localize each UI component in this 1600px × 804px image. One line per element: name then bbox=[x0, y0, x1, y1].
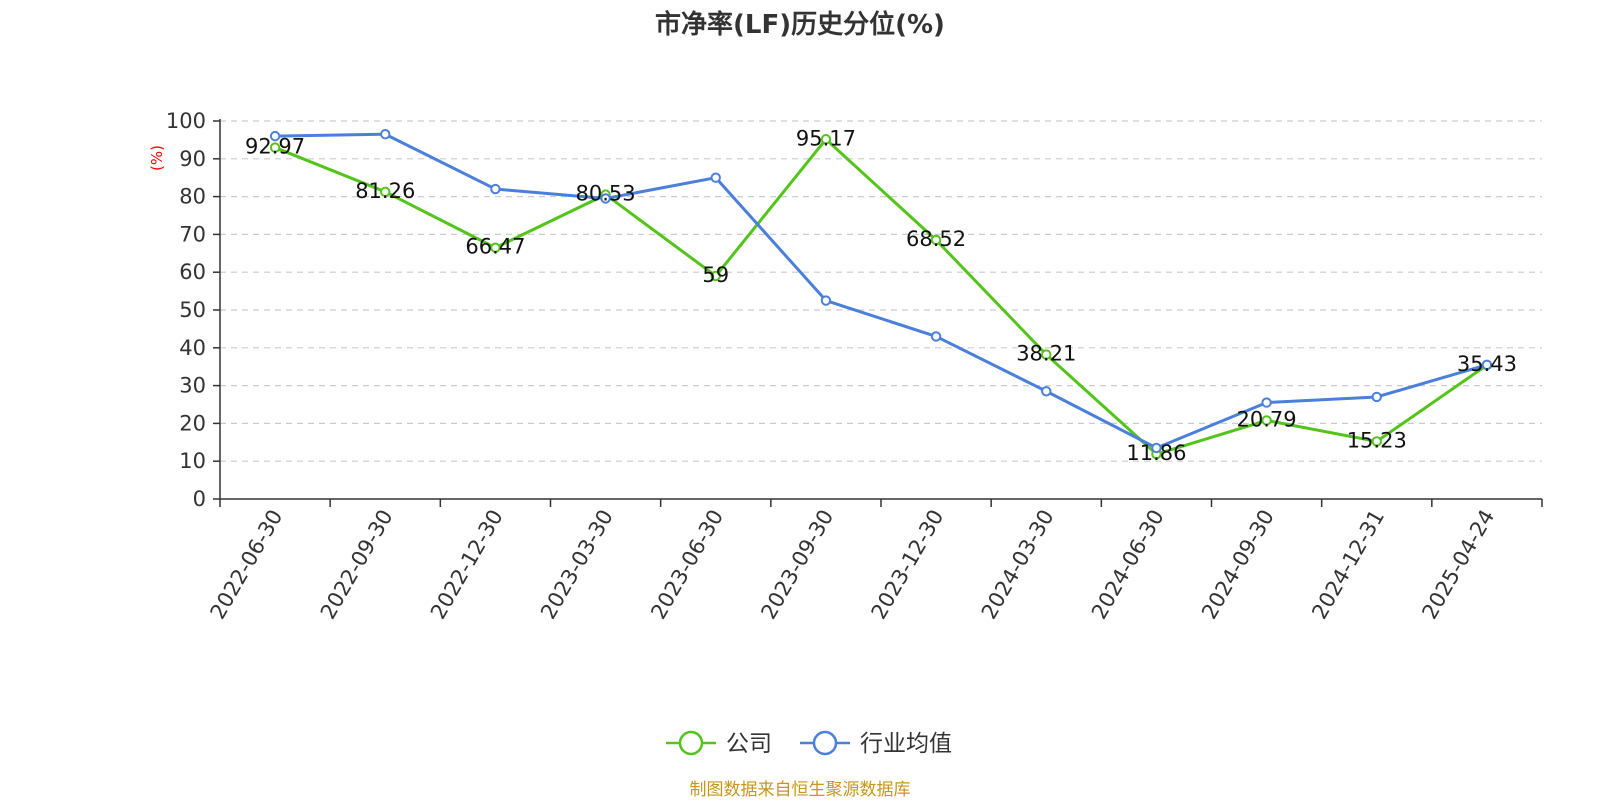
data-point bbox=[1041, 386, 1052, 397]
y-tick-label: 60 bbox=[179, 260, 206, 284]
source-note: 制图数据来自恒生聚源数据库 bbox=[690, 780, 911, 800]
data-label: 38.21 bbox=[1016, 342, 1076, 366]
series-layer bbox=[269, 129, 1493, 460]
x-tick-label: 2024-03-30 bbox=[977, 506, 1059, 624]
data-label: 92.97 bbox=[245, 135, 305, 159]
y-tick-label: 80 bbox=[179, 185, 206, 209]
data-labels: 92.97 81.26 66.47 80.53 59 95.17 68.52 38.21 11.… bbox=[245, 126, 1517, 465]
data-label: 95.17 bbox=[796, 126, 856, 150]
x-tick-label: 2023-09-30 bbox=[756, 506, 838, 624]
x-tick-label: 2025-04-24 bbox=[1417, 506, 1499, 624]
data-point bbox=[1041, 349, 1052, 360]
series-line-0 bbox=[274, 137, 1488, 456]
data-label: 35.43 bbox=[1457, 352, 1517, 376]
legend-item[interactable]: 行业均值 bbox=[800, 730, 952, 757]
x-tick-label: 2023-03-30 bbox=[536, 506, 618, 624]
data-point bbox=[820, 134, 832, 145]
data-point bbox=[600, 193, 611, 204]
data-label: 80.53 bbox=[576, 182, 636, 206]
data-point bbox=[1261, 415, 1272, 426]
data-label: 81.26 bbox=[355, 179, 415, 203]
data-label: 68.52 bbox=[906, 227, 966, 251]
x-tick-label: 2024-09-30 bbox=[1197, 506, 1279, 624]
data-point bbox=[490, 183, 501, 195]
y-tick-label: 70 bbox=[179, 222, 206, 246]
data-label: 15.23 bbox=[1347, 428, 1407, 452]
legend-marker bbox=[678, 730, 704, 756]
legend[interactable]: 公司 行业均值 bbox=[666, 730, 952, 757]
y-axis-label: (%) bbox=[148, 145, 166, 171]
y-tick-label: 20 bbox=[179, 411, 206, 435]
x-tick-label: 2023-06-30 bbox=[646, 506, 728, 624]
data-label: 11.86 bbox=[1126, 441, 1186, 465]
data-point bbox=[490, 242, 501, 253]
data-point bbox=[1481, 359, 1493, 371]
grid-lines bbox=[220, 120, 1542, 462]
y-tick-label: 90 bbox=[179, 147, 206, 171]
legend-label: 公司 bbox=[726, 731, 772, 757]
data-point bbox=[820, 295, 832, 306]
x-tick-label: 2022-09-30 bbox=[316, 506, 398, 624]
legend-item[interactable]: 公司 bbox=[666, 730, 772, 757]
series-line-1 bbox=[275, 132, 1488, 450]
x-tick-label: 2024-06-30 bbox=[1087, 506, 1169, 624]
data-point bbox=[1371, 436, 1382, 447]
data-label: 66.47 bbox=[465, 235, 525, 259]
y-tick-label: 50 bbox=[179, 298, 206, 322]
data-point bbox=[710, 270, 721, 282]
x-tick-label: 2022-06-30 bbox=[206, 506, 288, 624]
y-tick-label: 100 bbox=[166, 109, 206, 133]
x-tick-label: 2024-12-31 bbox=[1307, 506, 1389, 624]
data-point bbox=[930, 331, 942, 342]
y-tick-label: 40 bbox=[179, 336, 206, 360]
chart-title: 市净率(LF)历史分位(%) bbox=[655, 9, 945, 40]
data-point bbox=[930, 234, 942, 246]
data-point bbox=[1371, 391, 1382, 403]
data-point bbox=[380, 129, 391, 140]
data-point bbox=[380, 186, 391, 198]
data-point bbox=[269, 142, 281, 153]
data-point bbox=[1261, 397, 1272, 408]
x-tick-label: 2022-12-30 bbox=[426, 506, 508, 624]
x-tick-label: 2023-12-30 bbox=[867, 506, 949, 624]
data-label: 20.79 bbox=[1237, 407, 1297, 431]
data-point bbox=[269, 130, 281, 142]
legend-label: 行业均值 bbox=[860, 731, 952, 757]
y-tick-label: 30 bbox=[179, 374, 206, 398]
data-label: 59 bbox=[702, 263, 729, 287]
y-tick-label: 0 bbox=[193, 487, 206, 511]
data-point bbox=[710, 172, 721, 183]
legend-marker bbox=[812, 730, 838, 756]
y-tick-label: 10 bbox=[179, 449, 206, 473]
data-point bbox=[1151, 442, 1162, 454]
